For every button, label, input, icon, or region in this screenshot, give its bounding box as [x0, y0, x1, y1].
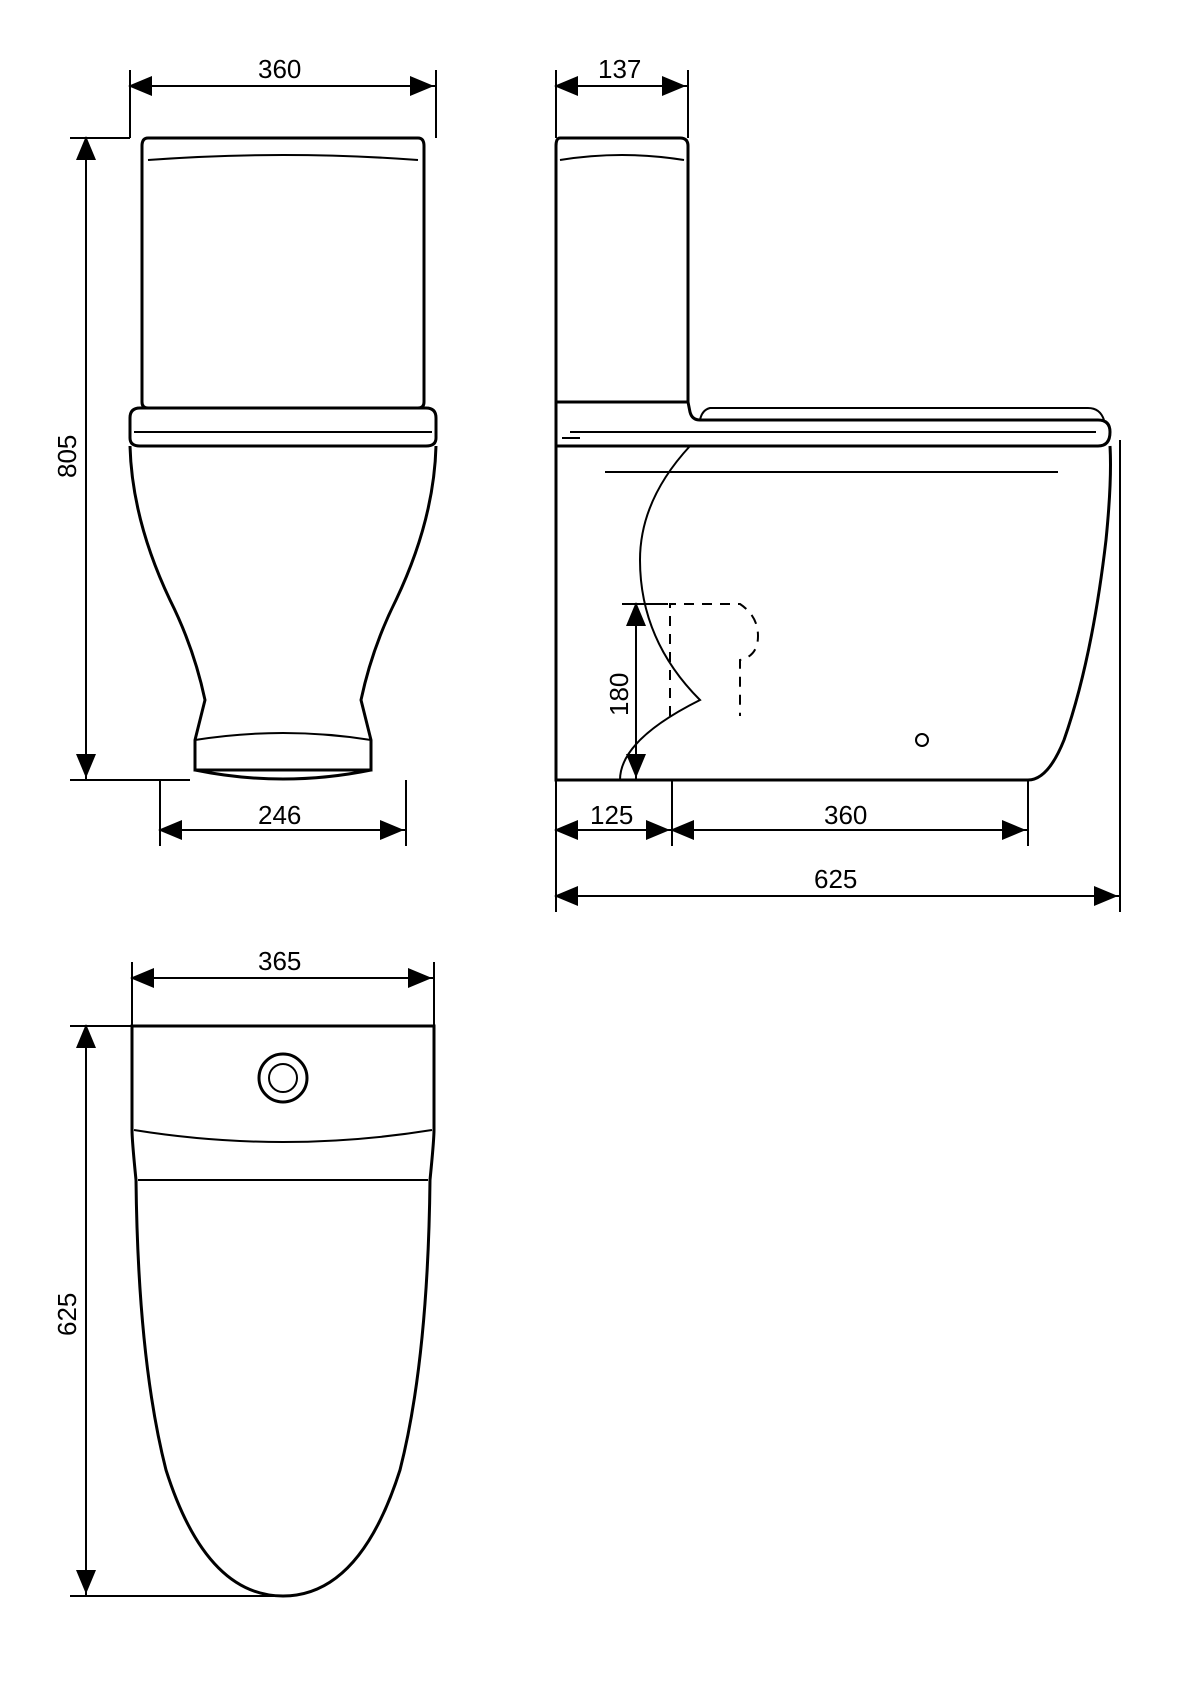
dim-front-base: 246 [258, 800, 301, 830]
dim-top-depth: 625 [52, 1293, 82, 1336]
dim-front-width: 360 [258, 54, 301, 84]
dim-side-outlet-h: 180 [604, 673, 634, 716]
technical-drawing: 360 805 246 [0, 0, 1200, 1698]
dim-front-height: 805 [52, 435, 82, 478]
front-view: 360 805 246 [52, 54, 436, 846]
top-view: 365 625 [52, 946, 434, 1596]
dim-side-tank-depth: 137 [598, 54, 641, 84]
dim-side-360: 360 [824, 800, 867, 830]
dim-side-125: 125 [590, 800, 633, 830]
side-view: 137 180 125 360 625 [556, 54, 1120, 912]
dim-top-width: 365 [258, 946, 301, 976]
dim-side-625: 625 [814, 864, 857, 894]
